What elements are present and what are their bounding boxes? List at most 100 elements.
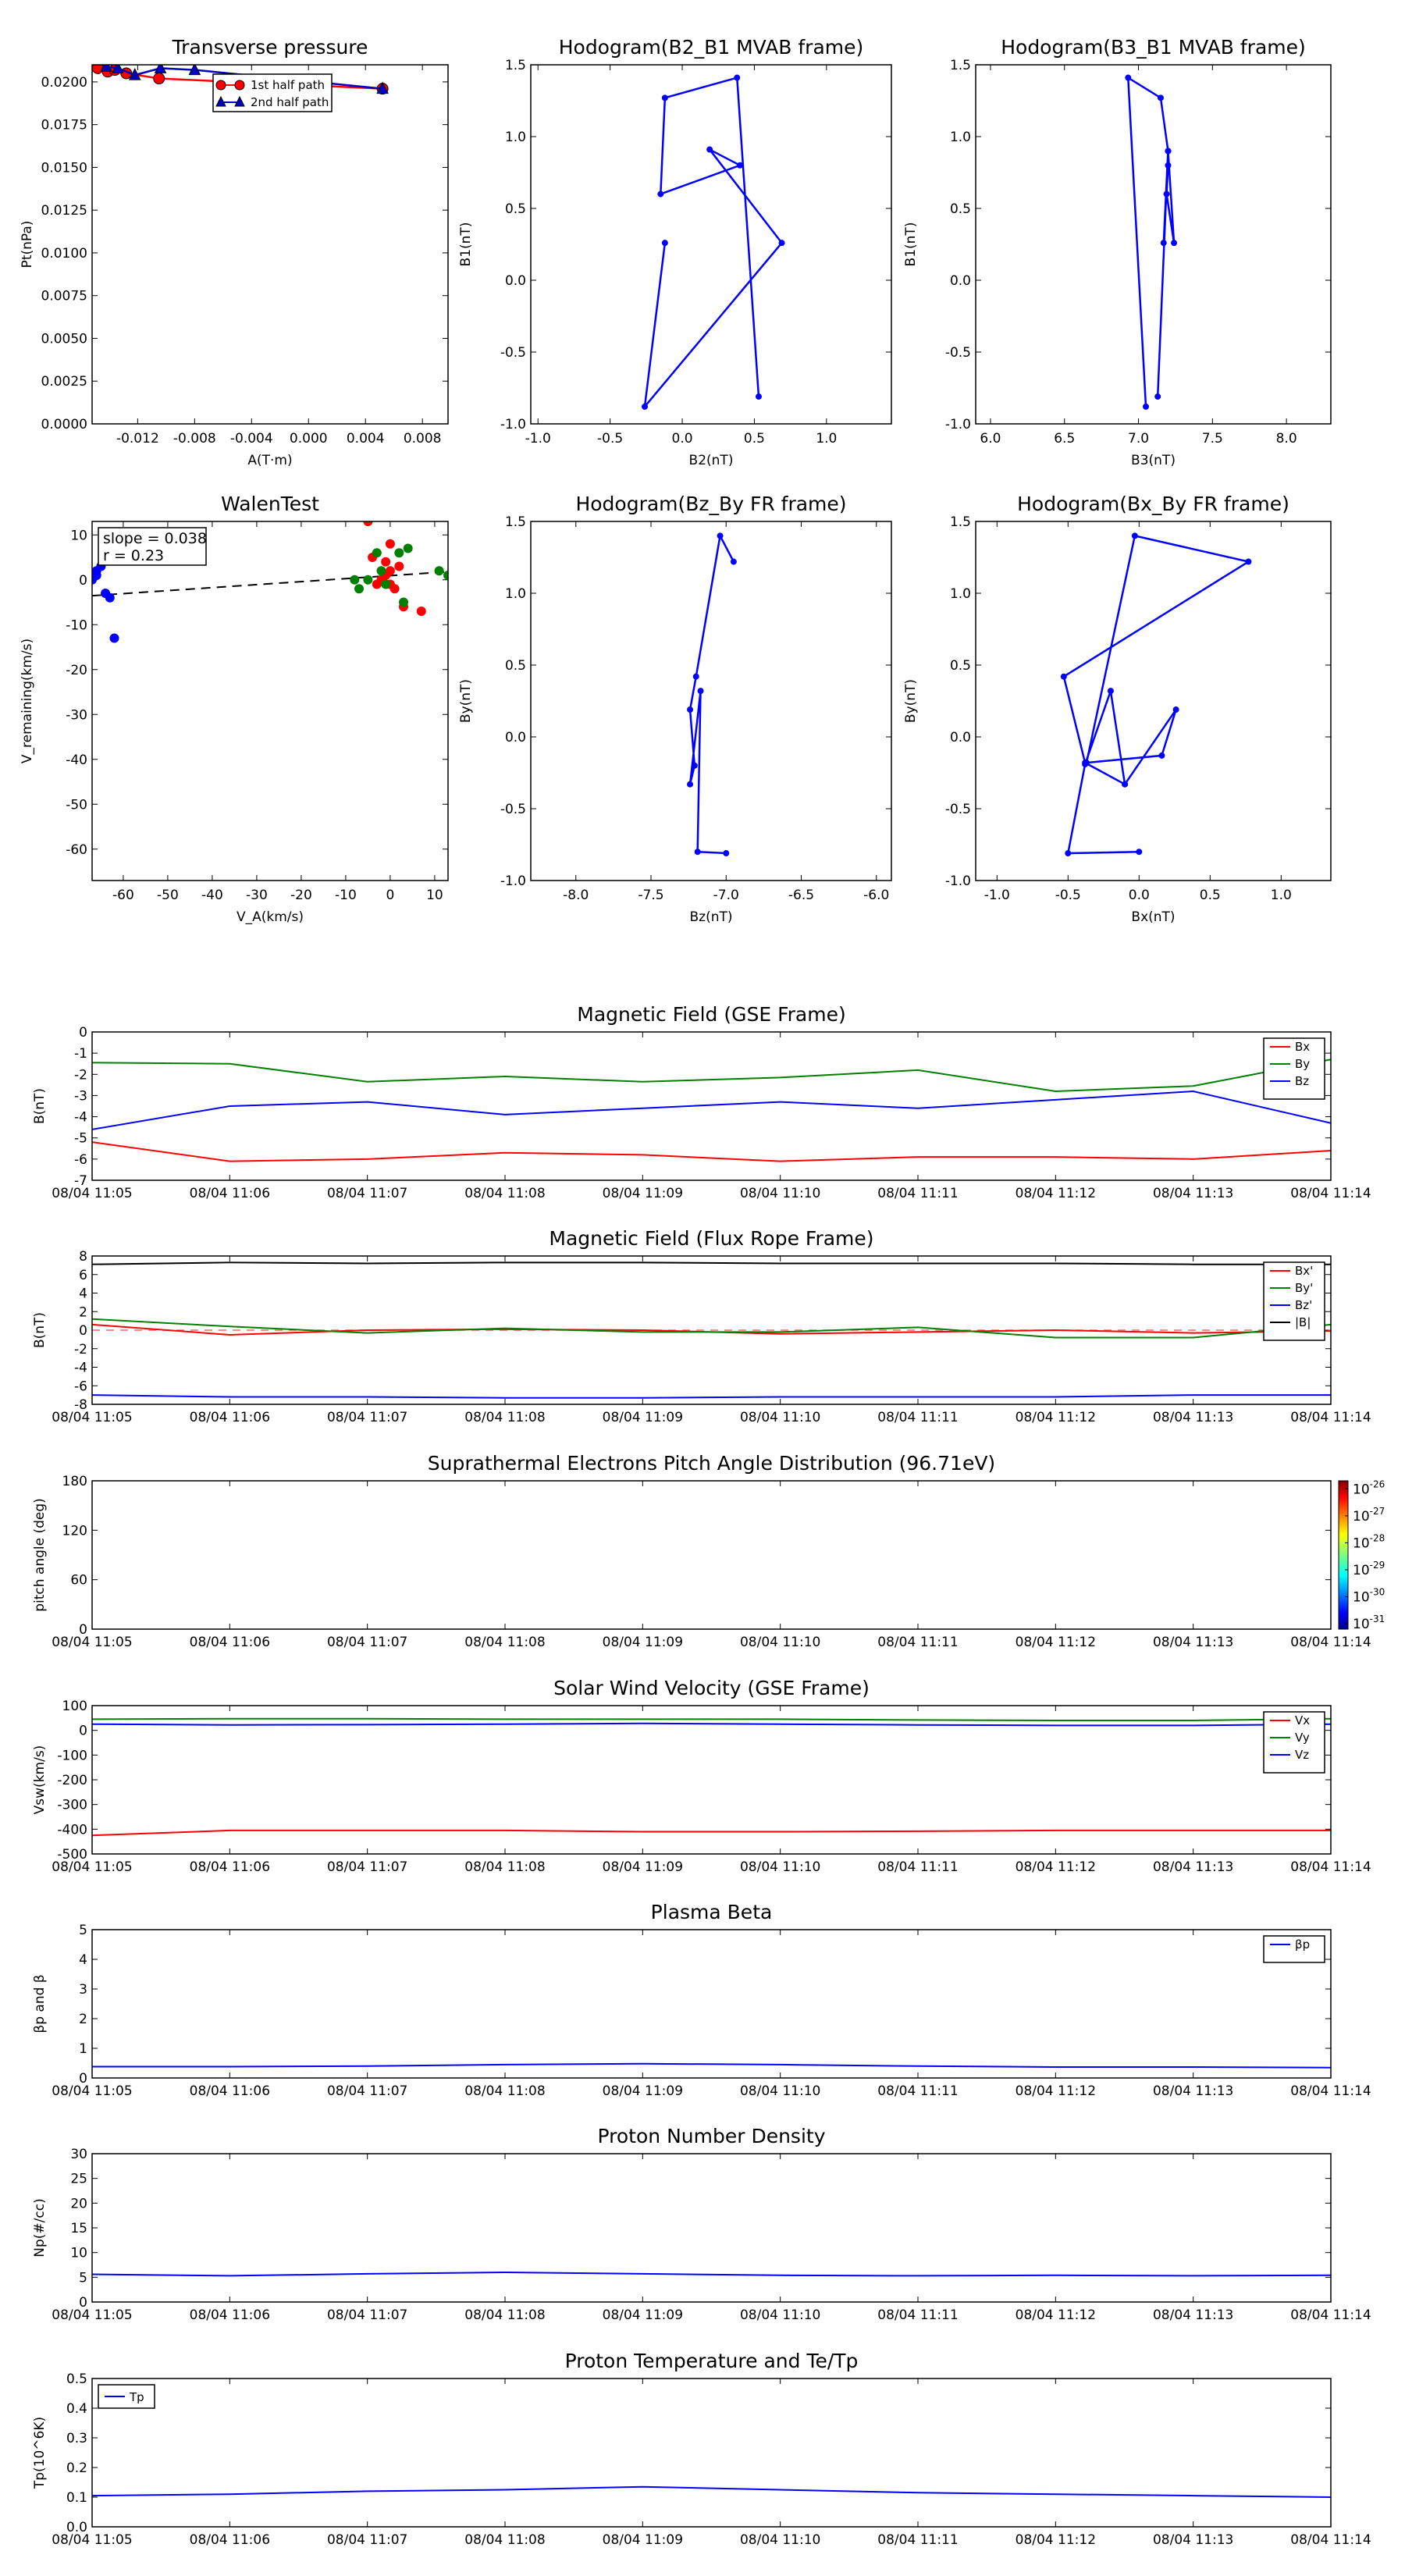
colorbar-label-exponent: -29 (1370, 1560, 1385, 1571)
hodogram-point (687, 781, 694, 788)
hodogram-point (661, 240, 668, 247)
legend-label: Bz' (1295, 1298, 1312, 1312)
time-tick-label: 08/04 11:11 (877, 1186, 958, 1201)
hodogram-point (641, 403, 648, 410)
y-tick-label: -10 (66, 617, 87, 633)
hodogram-point (1163, 190, 1170, 197)
time-tick-label: 08/04 11:14 (1290, 1410, 1371, 1425)
walen-point (109, 633, 119, 643)
hodogram-point (736, 162, 743, 169)
y-tick-label: 0.1 (66, 2490, 87, 2506)
plot-area (641, 74, 785, 410)
legend: Bx' By' Bz' |B| (1263, 1261, 1325, 1341)
walen-test-chart: WalenTest 10 0 -10 -20 -30 -40 -50 -60 V_remainin… (20, 493, 449, 925)
y-tick-label: 1.0 (950, 586, 971, 602)
legend-label: Bx' (1295, 1264, 1313, 1278)
x-tick-label: -0.008 (173, 431, 216, 447)
colorbar-label-exponent: -31 (1370, 1614, 1385, 1624)
x-tick-label: -10 (335, 888, 357, 903)
series-line-|B| (91, 1261, 1331, 1265)
y-axis-label: Vsw(km/s) (32, 1745, 48, 1815)
colorbar-label-base: 10 (1353, 1617, 1370, 1632)
y-tick-label: 0.0 (950, 273, 971, 289)
y-tick-label: 10 (70, 528, 87, 543)
legend-label: Vy (1295, 1731, 1310, 1745)
y-tick-label: 0.5 (66, 2371, 87, 2387)
time-tick-label: 08/04 11:05 (52, 2307, 132, 2323)
series-line-0 (91, 2271, 1332, 2277)
magnetic-field-fr-plot-frame (91, 1255, 1332, 1405)
plasma-beta-plot-frame (91, 1929, 1332, 2079)
hodogram-point (1157, 94, 1164, 101)
series-line-By' (91, 1318, 1332, 1339)
x-tick-label: -20 (290, 888, 312, 903)
time-tick-label: 08/04 11:12 (1016, 2532, 1096, 2548)
hodogram-bx-by-plot-frame (975, 521, 1332, 881)
y-tick-label: 120 (62, 1523, 87, 1539)
walen-point (372, 579, 382, 589)
walen-point (394, 561, 404, 571)
y-tick-label: 20 (70, 2196, 87, 2211)
y-tick-label: 3 (79, 1982, 87, 1998)
pitch-angle-plot-frame (91, 1480, 1332, 1630)
chart-title: Proton Number Density (598, 2125, 826, 2147)
y-tick-label: 6 (79, 1268, 87, 1283)
x-tick-label: -0.004 (230, 431, 273, 447)
walen-point (403, 543, 413, 553)
colorbar-label-base: 10 (1353, 1563, 1370, 1578)
y-tick-label: 8 (79, 1249, 87, 1265)
time-tick-label: 08/04 11:14 (1290, 2532, 1371, 2548)
y-tick-label: -4 (74, 1110, 87, 1126)
annotation-r: r = 0.23 (103, 547, 164, 564)
hodogram-point (1122, 781, 1129, 788)
time-tick-label: 08/04 11:12 (1016, 1410, 1096, 1425)
x-tick-label: 6.5 (1054, 431, 1075, 447)
hodogram-point (1158, 752, 1165, 759)
y-axis-label: By(nT) (458, 679, 474, 723)
y-tick-label: -6 (74, 1379, 87, 1394)
y-tick-label: 0.0025 (41, 374, 87, 390)
x-axis-label: Bz(nT) (689, 909, 732, 925)
y-tick-label: 0.5 (950, 201, 971, 217)
time-tick-label: 08/04 11:07 (327, 2083, 407, 2099)
y-tick-label: 30 (70, 2147, 87, 2162)
time-tick-label: 08/04 11:13 (1153, 2532, 1233, 2548)
chart-title: Suprathermal Electrons Pitch Angle Distr… (428, 1452, 995, 1475)
y-tick-label: -60 (66, 842, 87, 858)
series-marker (128, 68, 141, 80)
legend-label: Vx (1295, 1713, 1310, 1727)
legend-frame (1263, 1935, 1325, 1963)
x-tick-label: -30 (246, 888, 268, 903)
colorbar-label-base: 10 (1353, 1482, 1370, 1497)
time-tick-label: 08/04 11:05 (52, 1410, 132, 1425)
walen-point (354, 584, 364, 594)
x-axis-label: A(T·m) (247, 453, 292, 468)
annotation-frame (98, 527, 207, 566)
legend-label: 2nd half path (251, 95, 329, 109)
time-tick-label: 08/04 11:07 (327, 2532, 407, 2548)
time-tick-label: 08/04 11:08 (464, 1186, 545, 1201)
time-tick-label: 08/04 11:06 (190, 1186, 270, 1201)
hodogram-point (1143, 403, 1150, 410)
chart-title: Transverse pressure (172, 36, 368, 59)
y-axis-label: Tp(10^6K) (32, 2417, 48, 2489)
time-tick-label: 08/04 11:08 (464, 1635, 545, 1650)
y-tick-label: -0.5 (500, 802, 526, 817)
hodogram-b2-b1-plot-frame (530, 64, 892, 425)
solar-wind-velocity-plot-frame (91, 1705, 1332, 1855)
hodogram-point (1125, 74, 1132, 81)
magnetic-field-fr-panel: Magnetic Field (Flux Rope Frame) 8 6 4 2 0 -2 -… (32, 1227, 1371, 1425)
y-tick-label: -1.0 (945, 417, 971, 432)
x-tick-label: -1.0 (984, 888, 1010, 903)
time-tick-label: 08/04 11:14 (1290, 2083, 1371, 2099)
solar-wind-velocity-panel: Solar Wind Velocity (GSE Frame) 100 0 -100 -… (32, 1677, 1371, 1875)
series-marker (112, 65, 124, 73)
time-tick-label: 08/04 11:11 (877, 2083, 958, 2099)
time-tick-label: 08/04 11:10 (740, 2532, 820, 2548)
hodogram-point (706, 146, 713, 153)
x-tick-label: -7.0 (713, 888, 739, 903)
y-tick-label: 0.4 (66, 2401, 87, 2417)
y-tick-label: 100 (62, 1699, 87, 1714)
y-tick-label: 4 (79, 1286, 87, 1302)
